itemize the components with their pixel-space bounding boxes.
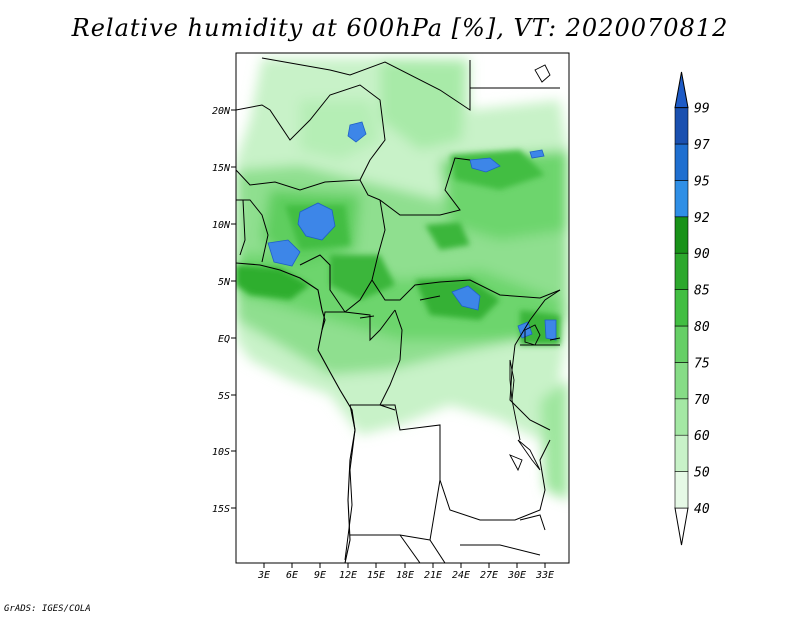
latitude-ticks [231, 109, 236, 509]
colorbar-level-label: 95 [694, 174, 710, 189]
lon-label: 24E [452, 570, 470, 581]
lon-label: 9E [314, 570, 326, 581]
colorbar-bin [674, 180, 689, 218]
longitude-labels: 3E 6E 9E 12E 15E 18E 21E 24E 27E 30E 33E [257, 570, 554, 581]
colorbar-level-label: 92 [694, 211, 710, 226]
colorbar-level-label: 50 [694, 466, 710, 481]
colorbar-bin [674, 143, 689, 181]
colorbar-level-label: 80 [694, 320, 710, 335]
coastline [236, 262, 356, 563]
lat-label: 10S [212, 447, 230, 458]
lon-label: 3E [257, 570, 270, 581]
lon-label: 21E [424, 570, 442, 581]
colorbar-bin [674, 325, 689, 363]
colorbar-bin [674, 107, 689, 145]
humidity-field [236, 53, 569, 563]
colorbar-bin [674, 398, 689, 436]
colorbar-bin [674, 434, 689, 472]
colorbar-bin [674, 362, 689, 400]
longitude-ticks [263, 563, 546, 568]
colorbar-level-label: 75 [694, 356, 710, 371]
colorbar-level-label: 70 [694, 393, 710, 408]
lakes [359, 64, 561, 472]
lon-label: 15E [367, 570, 385, 581]
lat-label: 5N [218, 277, 231, 288]
lat-label: EQ [218, 334, 230, 345]
lat-label: 20N [212, 106, 231, 117]
colorbar-level-label: 40 [694, 502, 710, 517]
lat-label: 5S [218, 391, 230, 402]
colorbar-level-label: 90 [694, 247, 710, 262]
colorbar-bin [674, 471, 689, 509]
colorbar-level-label: 60 [694, 429, 710, 444]
lon-label: 6E [286, 570, 298, 581]
lon-label: 12E [339, 570, 357, 581]
grads-credit: GrADS: IGES/COLA [4, 604, 91, 614]
lat-label: 10N [212, 220, 231, 231]
colorbar-bin [674, 71, 689, 109]
lon-label: 18E [396, 570, 414, 581]
colorbar-bin [674, 289, 689, 327]
lon-label: 27E [480, 570, 498, 581]
colorbar-bin [674, 507, 689, 546]
colorbar [674, 71, 689, 546]
colorbar-bin [674, 252, 689, 290]
latitude-labels: 20N 15N 10N 5N EQ 5S 10S 15S [212, 106, 231, 515]
chart-title: Relative humidity at 600hPa [%], VT: 202… [71, 14, 729, 42]
lat-label: 15S [212, 504, 230, 515]
map-frame [235, 52, 570, 564]
lon-label: 30E [507, 570, 526, 581]
lon-label: 33E [535, 570, 554, 581]
colorbar-bin [674, 216, 689, 254]
colorbar-level-label: 85 [694, 284, 710, 299]
lat-label: 15N [212, 163, 231, 174]
colorbar-labels: 40 50 60 70 75 80 85 90 92 95 97 99 [694, 102, 710, 517]
colorbar-level-label: 97 [694, 138, 710, 153]
colorbar-level-label: 99 [694, 102, 710, 117]
